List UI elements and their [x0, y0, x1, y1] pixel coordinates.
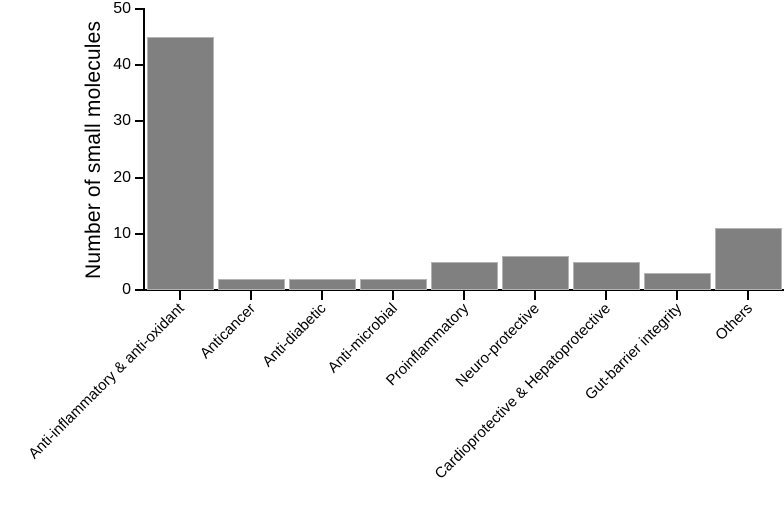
y-tick-label: 30 — [113, 112, 131, 130]
y-tick-label: 0 — [122, 281, 131, 298]
y-tick-label: 40 — [113, 56, 131, 74]
x-tick — [179, 291, 181, 300]
x-category-label: Others — [712, 300, 757, 344]
y-tick — [135, 64, 143, 67]
y-tick — [135, 232, 143, 235]
x-tick — [321, 291, 323, 300]
x-tick — [392, 291, 394, 300]
bar-cardioprotective-hepatoprotective — [572, 261, 640, 290]
x-tick — [463, 291, 465, 300]
x-category-label: Anti-inflammatory & anti-oxidant — [25, 300, 189, 463]
x-category-label: Anticancer — [196, 300, 260, 363]
bar-others — [714, 228, 782, 290]
x-tick — [250, 291, 252, 300]
bar-anti-inflammatory-anti-oxidant — [146, 37, 214, 290]
x-axis-line — [143, 289, 784, 291]
y-tick — [135, 8, 143, 10]
bar-anticancer — [217, 278, 285, 290]
x-category-label: Anti-microbial — [324, 300, 402, 377]
x-category-label: Anti-diabetic — [259, 300, 331, 371]
x-tick — [747, 291, 749, 300]
bar-anti-diabetic — [288, 278, 356, 290]
bar-neuro-protective — [501, 256, 569, 290]
y-tick-label: 10 — [113, 224, 131, 242]
x-tick — [534, 291, 536, 300]
x-tick — [676, 291, 678, 300]
bar-anti-microbial — [359, 278, 427, 290]
y-axis-title: Number of small molecules — [82, 20, 105, 280]
y-axis-line — [143, 8, 145, 291]
bar-proinflammatory — [430, 261, 498, 290]
y-tick — [135, 120, 143, 123]
y-tick — [135, 289, 143, 291]
y-tick-label: 20 — [113, 168, 131, 186]
bar-gut-barrier-integrity — [643, 273, 711, 290]
y-tick — [135, 176, 143, 179]
y-tick-label: 50 — [113, 0, 131, 17]
x-tick — [605, 291, 607, 300]
